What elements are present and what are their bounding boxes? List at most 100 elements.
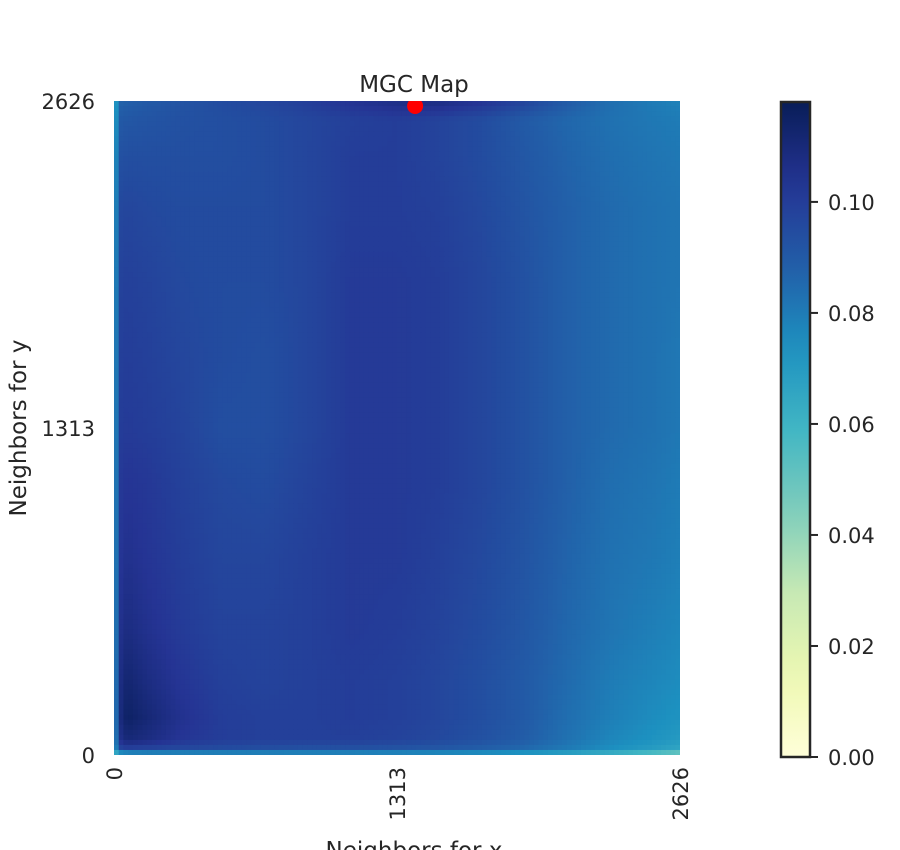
heatmap-cell — [161, 292, 167, 298]
heatmap-cell — [533, 196, 540, 203]
heatmap-cell — [208, 186, 214, 193]
heatmap-cell — [184, 277, 191, 283]
heatmap-cell — [538, 176, 544, 183]
heatmap-cell — [250, 166, 257, 173]
heatmap-cell — [184, 206, 191, 213]
heatmap-cell — [128, 272, 134, 278]
heatmap-cell — [519, 151, 525, 157]
heatmap-cell — [411, 176, 417, 183]
heatmap-cell — [373, 287, 379, 293]
heatmap-cell — [151, 141, 158, 147]
heatmap-cell — [430, 176, 436, 183]
heatmap-cell — [458, 176, 464, 183]
heatmap-cell — [114, 131, 120, 137]
heatmap-cell — [420, 246, 426, 253]
heatmap-cell — [458, 101, 464, 107]
heatmap-cell — [217, 191, 224, 198]
heatmap-cell — [180, 176, 186, 183]
heatmap-cell — [411, 277, 417, 283]
heatmap-cell — [335, 136, 341, 142]
heatmap-cell — [170, 146, 176, 152]
heatmap-cell — [661, 251, 667, 258]
heatmap-cell — [118, 302, 125, 308]
heatmap-cell — [529, 236, 535, 243]
heatmap-cell — [557, 211, 563, 218]
heatmap-cell — [425, 251, 431, 258]
heatmap-cell — [661, 256, 667, 263]
heatmap-cell — [368, 121, 375, 127]
heatmap-cell — [571, 211, 577, 218]
heatmap-cell — [642, 146, 648, 152]
heatmap-cell — [387, 171, 393, 178]
heatmap-cell — [297, 131, 304, 137]
heatmap-cell — [618, 216, 624, 223]
heatmap-cell — [128, 181, 134, 188]
heatmap-cell — [312, 211, 318, 218]
heatmap-cell — [510, 131, 516, 137]
heatmap-cell — [161, 191, 167, 198]
heatmap-cell — [382, 216, 389, 223]
heatmap-cell — [302, 186, 308, 193]
heatmap-cell — [387, 136, 393, 142]
heatmap-cell — [458, 151, 464, 157]
heatmap-cell — [128, 116, 134, 122]
heatmap-cell — [170, 121, 176, 127]
heatmap-cell — [618, 116, 624, 122]
heatmap-cell — [194, 236, 200, 243]
heatmap-cell — [368, 221, 375, 228]
heatmap-cell — [661, 282, 667, 288]
heatmap-cell — [326, 141, 332, 147]
heatmap-cell — [642, 287, 648, 293]
heatmap-cell — [637, 292, 643, 298]
heatmap-cell — [368, 246, 375, 253]
heatmap-cell — [340, 191, 346, 198]
heatmap-cell — [552, 272, 558, 278]
heatmap-cell — [604, 111, 610, 117]
heatmap-cell — [236, 297, 242, 303]
heatmap-cell — [670, 251, 676, 258]
heatmap-cell — [279, 267, 285, 273]
heatmap-cell — [661, 221, 667, 228]
heatmap-cell — [147, 126, 153, 132]
heatmap-cell — [392, 256, 398, 263]
heatmap-cell — [128, 226, 134, 233]
heatmap-cell — [283, 236, 290, 243]
heatmap-cell — [510, 241, 516, 248]
heatmap-cell — [288, 302, 294, 308]
heatmap-cell — [463, 267, 469, 273]
heatmap-cell — [175, 221, 181, 228]
heatmap-cell — [604, 211, 610, 218]
heatmap-cell — [477, 251, 483, 258]
heatmap-cell — [255, 307, 261, 313]
heatmap-cell — [599, 282, 606, 288]
heatmap-cell — [533, 256, 540, 263]
heatmap-cell — [675, 181, 680, 188]
heatmap-cell — [359, 156, 365, 162]
heatmap-cell — [368, 292, 375, 298]
heatmap-cell — [406, 251, 412, 258]
heatmap-cell — [571, 297, 577, 303]
heatmap-cell — [180, 116, 186, 122]
heatmap-cell — [613, 221, 620, 228]
heatmap-cell — [175, 146, 181, 152]
heatmap-cell — [194, 201, 200, 208]
heatmap-cell — [453, 272, 459, 278]
heatmap-cell — [646, 302, 653, 308]
heatmap-cell — [194, 196, 200, 203]
heatmap-cell — [609, 171, 615, 178]
heatmap-cell — [340, 141, 346, 147]
heatmap-cell — [628, 206, 634, 213]
heatmap-cell — [632, 272, 639, 278]
heatmap-cell — [156, 156, 162, 162]
heatmap-cell — [307, 251, 313, 258]
heatmap-cell — [118, 161, 125, 167]
heatmap-cell — [213, 141, 219, 147]
heatmap-cell — [595, 151, 601, 157]
heatmap-cell — [236, 111, 242, 117]
heatmap-cell — [316, 261, 323, 268]
heatmap-cell — [382, 151, 389, 157]
heatmap-cell — [562, 151, 568, 157]
heatmap-cell — [279, 121, 285, 127]
heatmap-cell — [255, 201, 261, 208]
heatmap-cell — [477, 287, 483, 293]
